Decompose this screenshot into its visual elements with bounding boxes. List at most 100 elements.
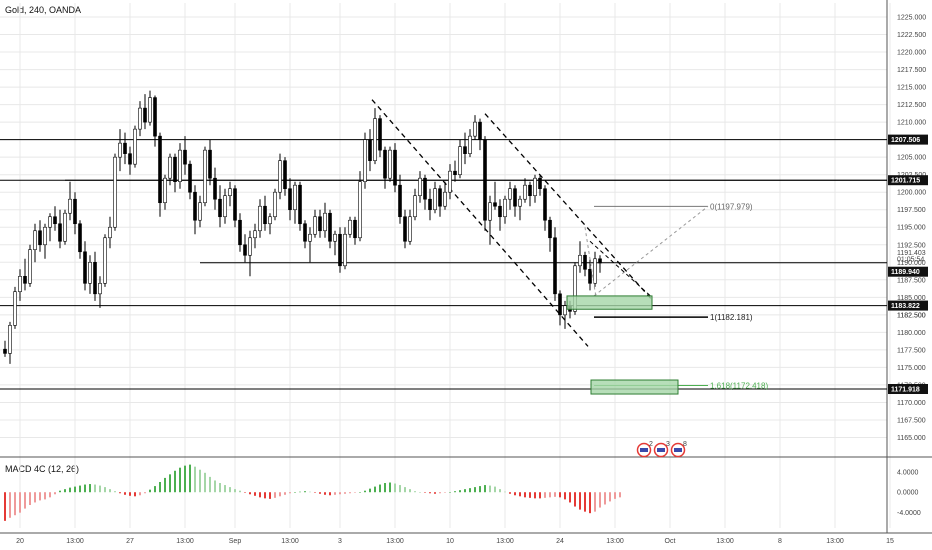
demand-zone (566, 295, 653, 310)
macd-bar (559, 492, 561, 498)
macd-bar (504, 491, 506, 493)
price-level-tag-text: 1207.506 (891, 137, 920, 144)
macd-bar (214, 480, 216, 493)
candle-body (513, 188, 517, 207)
candle-body (223, 195, 227, 218)
macd-bar (134, 492, 136, 497)
price-level-tag (888, 384, 928, 395)
macd-bar (84, 484, 86, 493)
candle-body (353, 219, 357, 239)
channel-line (589, 240, 653, 298)
candle-body (448, 170, 452, 193)
macd-bar (364, 490, 366, 493)
y-tick-label: 1177.500 (897, 347, 926, 354)
macd-bar (89, 484, 91, 493)
candle-body (73, 198, 77, 225)
candle-body (218, 198, 222, 218)
macd-bar (294, 492, 296, 493)
macd-bar (74, 486, 76, 493)
candle-body (248, 237, 252, 256)
macd-bar (129, 492, 131, 496)
candle-body (433, 188, 437, 211)
macd-bar (234, 489, 236, 493)
macd-bar (324, 492, 326, 495)
candle-body (478, 121, 482, 140)
candle-body (168, 156, 172, 179)
macd-bar (434, 492, 436, 494)
candle-body (488, 202, 492, 221)
candle-body (558, 293, 562, 316)
macd-bar (299, 491, 301, 493)
candle-body (543, 188, 547, 221)
macd-bar (79, 485, 81, 493)
y-tick-label: 1215.000 (897, 85, 926, 92)
macd-bar (174, 470, 176, 493)
candle-body (428, 198, 432, 211)
x-tick-label: 13:00 (606, 538, 624, 545)
macd-bar (29, 492, 31, 505)
price-level-tag (888, 134, 928, 145)
candle-body (358, 181, 362, 239)
macd-bar (14, 492, 16, 516)
macd-bar (344, 492, 346, 494)
macd-bar (419, 492, 421, 493)
candle-body (208, 149, 212, 179)
x-tick-label: 13:00 (826, 538, 844, 545)
y-tick-label: 1175.000 (897, 365, 926, 372)
macd-bar (354, 492, 356, 493)
y-tick-label: 1180.000 (897, 330, 926, 337)
candle-body (328, 212, 332, 242)
macd-bar (94, 484, 96, 493)
macd-bar (404, 487, 406, 493)
x-tick-label: Sep (229, 538, 242, 545)
macd-bar (509, 492, 511, 494)
macd-bar (579, 492, 581, 510)
x-tick-label: 27 (126, 538, 134, 545)
candle-body (118, 142, 122, 158)
macd-bar (259, 492, 261, 498)
candle-body (18, 276, 22, 293)
candle-body (43, 226, 47, 246)
candle-body (163, 177, 167, 204)
macd-bar (314, 492, 316, 493)
channel-line (484, 113, 654, 302)
candle-body (583, 254, 587, 270)
macd-bar (479, 486, 481, 493)
candle-body (228, 188, 232, 197)
candle-body (23, 276, 27, 284)
x-tick-label: 13:00 (176, 538, 194, 545)
event-badge-count: 3 (666, 441, 670, 448)
macd-bar (569, 492, 571, 503)
y-tick-label: 1210.000 (897, 120, 926, 127)
candle-body (33, 230, 37, 250)
candle-body (398, 184, 402, 218)
candle-body (493, 202, 497, 207)
macd-bar (19, 492, 21, 513)
macd-bar (329, 492, 331, 496)
macd-bar (444, 492, 446, 493)
macd-bar (119, 492, 121, 494)
target-zone (590, 379, 679, 395)
y-tick-label: 1182.500 (897, 312, 926, 319)
macd-bar (619, 492, 621, 498)
macd-bar (319, 492, 321, 494)
y-tick-label: 1217.500 (897, 67, 926, 74)
macd-bar (154, 486, 156, 493)
event-flag-icon (674, 448, 682, 452)
range-label: 1182.500 (897, 312, 926, 319)
x-tick-label: 3 (338, 538, 342, 545)
macd-bar (429, 492, 431, 494)
candle-body (588, 268, 592, 284)
candle-body (288, 188, 292, 211)
macd-bar (44, 492, 46, 500)
candle-body (143, 107, 147, 123)
macd-bar (389, 482, 391, 493)
candle-body (38, 230, 42, 246)
macd-bar (309, 491, 311, 493)
x-tick-label: 15 (886, 538, 894, 545)
macd-bar (104, 487, 106, 493)
candle-body (438, 188, 442, 207)
macd-bar (394, 483, 396, 493)
projection-line (593, 205, 709, 297)
